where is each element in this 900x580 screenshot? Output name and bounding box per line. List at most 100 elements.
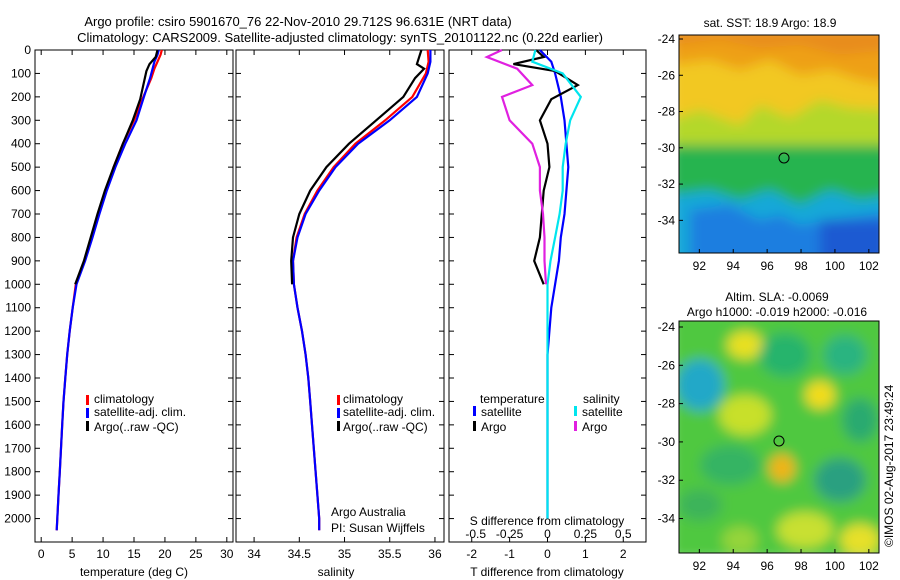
temperature-legend: climatology satellite-adj. clim. Argo(..… [86,392,186,434]
y-tick-label: 1800 [4,465,31,479]
difference-lines [484,49,583,519]
x-tick-label: 2 [620,547,627,561]
figure-title-line1: Argo profile: csiro 5901670_76 22-Nov-20… [84,14,511,29]
x-top-tick-label: 0.5 [615,527,632,541]
salinity-ticks: 34 34.5 35 35.5 36 [236,49,444,561]
map-y-tick-label: -28 [658,105,676,119]
imos-credit: ©IMOS 02-Aug-2017 23:49:24 [882,384,896,547]
map-x-tick-label: 94 [727,259,741,273]
x-tick-label: 10 [96,547,110,561]
x-tick-label: 20 [158,547,172,561]
annotation-argo-australia: Argo Australia [331,505,406,519]
sla-map-title: Altim. SLA: -0.0069 [725,290,829,304]
series-line-climatology [55,49,163,531]
y-tick-label: 1400 [4,371,31,385]
map-y-tick-label: -32 [658,177,676,191]
sla-heatmap [679,321,879,553]
y-tick-label: 0 [24,43,31,57]
x-tick-label: 35.5 [378,547,402,561]
x-tick-label: 15 [127,547,141,561]
y-tick-label: 400 [11,137,31,151]
y-tick-label: 100 [11,66,31,80]
x-top-tick-label: 0 [544,527,551,541]
y-tick-label: 800 [11,230,31,244]
x-top-tick-label: 0.25 [574,527,598,541]
difference-top-xlabel: S difference from climatology [470,514,625,528]
map-x-tick-label: 102 [859,259,879,273]
legend-label-sal-satellite: satellite [582,405,623,419]
x-tick-label: 0 [38,547,45,561]
salinity-lines [290,49,432,531]
map-y-tick-label: -34 [658,512,676,526]
map-y-tick-label: -28 [658,397,676,411]
y-tick-label: 1300 [4,348,31,362]
y-tick-label: 1600 [4,418,31,432]
y-tick-label: 900 [11,254,31,268]
x-tick-label: 0 [544,547,551,561]
x-tick-label: 36 [428,547,442,561]
salinity-legend: climatology satellite-adj. clim. Argo(..… [337,392,435,434]
map-y-tick-label: -24 [658,32,676,46]
legend-label-temp-satellite: satellite [481,405,522,419]
legend-swatch-climatology [337,395,340,405]
sla-map-panel: Altim. SLA: -0.0069 Argo h1000: -0.019 h… [658,290,880,573]
sla-map-subtitle: Argo h1000: -0.019 h2000: -0.016 [687,305,867,319]
series-line-satellite-adj--clim- [291,50,432,531]
map-x-tick-label: 102 [859,559,879,573]
x-tick-label: 25 [189,547,203,561]
x-tick-label: 30 [220,547,234,561]
legend-swatch-sal-satellite [574,406,577,416]
difference-legend-temperature: temperature satellite Argo [473,392,545,434]
x-tick-label: 1 [582,547,589,561]
sla-map-ticks: 92 94 96 98 100 102 -24 -26 -28 -30 -32 -34 [658,320,880,573]
series-line-satellite-salinity [530,49,583,519]
temperature-xlabel: temperature (deg C) [80,565,188,579]
legend-label-temp-argo: Argo [481,420,507,434]
x-tick-label: -1 [504,547,515,561]
map-x-tick-label: 100 [825,559,845,573]
sst-map-frame [678,34,880,254]
y-tick-label: 700 [11,207,31,221]
sst-heatmap [679,35,879,253]
annotation-pi: PI: Susan Wijffels [331,521,425,535]
map-x-tick-label: 98 [794,559,808,573]
y-tick-label: 300 [11,113,31,127]
difference-xlabel: T difference from climatology [470,565,624,579]
x-tick-label: 34.5 [288,547,312,561]
difference-ticks: -2 -1 0 1 2 -0.5 -0.25 0 0.25 0.5 [449,49,646,561]
legend-swatch-temp-argo [473,421,476,431]
map-x-tick-label: 100 [825,259,845,273]
sla-map-frame [678,320,880,554]
legend-swatch-argo [86,421,89,431]
figure-title-line2: Climatology: CARS2009. Satellite-adjuste… [77,30,603,45]
temperature-lines [55,49,163,531]
legend-label-argo: Argo(..raw -QC) [94,420,179,434]
sla-argo-marker [773,435,785,447]
legend-swatch-argo [337,421,340,431]
legend-label-argo: Argo(..raw -QC) [343,420,428,434]
legend-label-climatology: climatology [343,392,403,406]
legend-salinity-heading: salinity [583,392,620,406]
y-tick-label: 1900 [4,488,31,502]
map-x-tick-label: 98 [794,259,808,273]
map-y-tick-label: -34 [658,213,676,227]
salinity-axes-frame [235,49,445,543]
legend-swatch-climatology [86,395,89,405]
series-line-satellite-adj--clim- [55,49,160,531]
sst-argo-marker [778,152,790,164]
y-tick-label: 1700 [4,441,31,455]
x-tick-label: 35 [338,547,352,561]
y-tick-label: 1100 [5,301,31,315]
legend-swatch-temp-satellite [473,406,476,416]
legend-label-climatology: climatology [94,392,154,406]
map-y-tick-label: -30 [658,435,676,449]
y-tick-label: 500 [11,160,31,174]
sst-map-panel: sat. SST: 18.9 Argo: 18.9 92 94 96 98 100 102… [658,16,880,273]
salinity-xlabel: salinity [318,565,355,579]
map-x-tick-label: 96 [760,559,774,573]
legend-label-satellite: satellite-adj. clim. [343,405,435,419]
temperature-panel: 0 5 10 15 20 25 300100200300400500600700800900… [4,43,234,579]
map-y-tick-label: -32 [658,473,676,487]
map-x-tick-label: 92 [693,259,707,273]
legend-temperature-heading: temperature [480,392,545,406]
